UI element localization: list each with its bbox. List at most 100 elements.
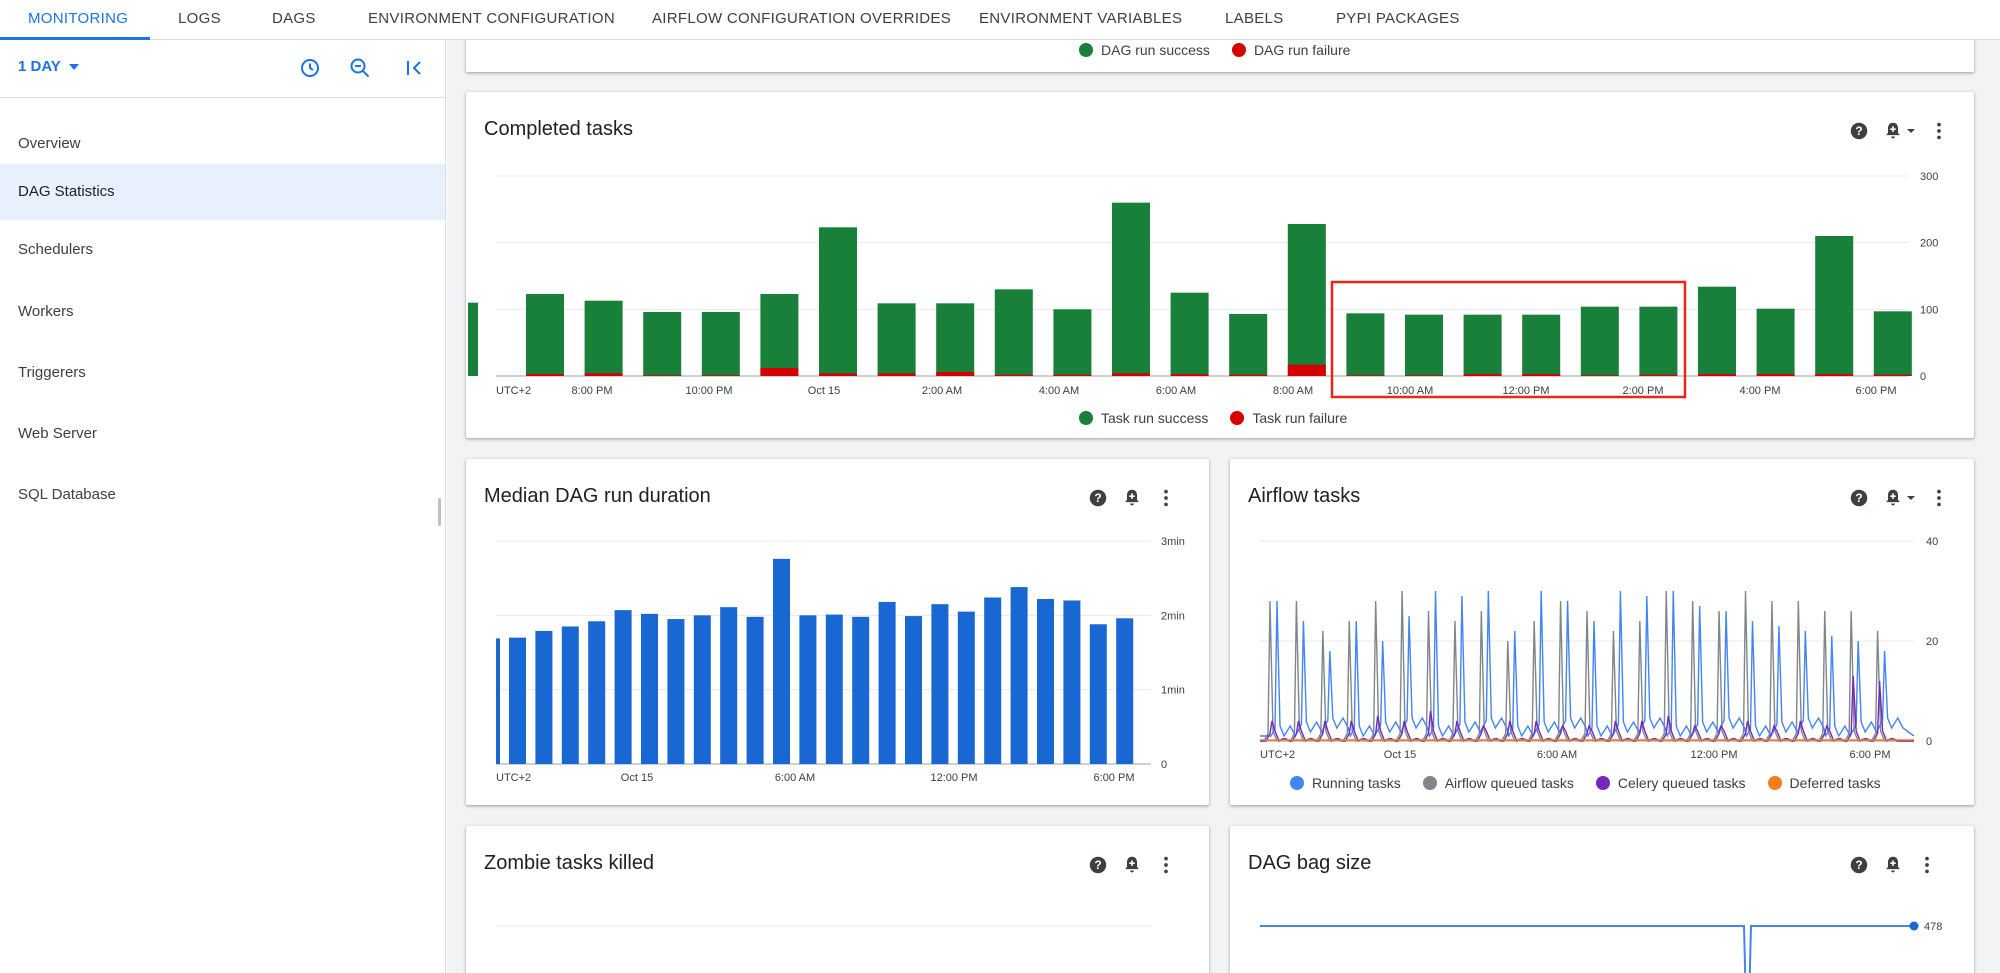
duration-bar — [588, 621, 606, 764]
failure-bar — [1639, 374, 1678, 376]
card-title: Median DAG run duration — [484, 485, 711, 507]
x-tick-label: 6:00 PM — [1094, 772, 1135, 784]
help-icon[interactable]: ? — [1848, 854, 1870, 876]
legend-dot — [1595, 776, 1610, 790]
x-tick-label: 8:00 PM — [572, 385, 613, 397]
legend-label: Task run failure — [1252, 410, 1348, 426]
success-bar — [1815, 236, 1854, 376]
x-tick-label: 6:00 PM — [1856, 385, 1897, 397]
add-alert-icon[interactable] — [1882, 487, 1904, 509]
median-dag-run-duration-card: Median DAG run duration ? 0 1min 2min 3min U… — [466, 459, 1209, 805]
sidebar-item-workers[interactable]: Workers — [18, 303, 74, 320]
success-bar — [1580, 306, 1619, 376]
sidebar-item-triggerers[interactable]: Triggerers — [18, 364, 86, 381]
failure-bar — [1815, 374, 1854, 376]
airflow-tasks-card: Airflow tasks ? 0 20 40 UTC+2 Oct 15 6:00 AM 1… — [1230, 459, 1974, 805]
tab-logs[interactable]: LOGS — [178, 10, 221, 27]
resize-handle[interactable] — [438, 498, 441, 526]
legend-item[interactable]: Celery queued tasks — [1595, 775, 1746, 791]
duration-bar — [1089, 624, 1107, 764]
sidebar-item-schedulers[interactable]: Schedulers — [18, 241, 94, 258]
legend-item[interactable]: Task run failure — [1230, 410, 1347, 426]
failure-bar — [1346, 375, 1385, 376]
tab-environment-configuration[interactable]: ENVIRONMENT CONFIGURATION — [368, 10, 615, 27]
more-vert-icon[interactable] — [1155, 854, 1177, 876]
success-bar — [1346, 313, 1385, 376]
sidebar-item-sql-database[interactable]: SQL Database — [18, 486, 116, 503]
more-vert-icon[interactable] — [1928, 487, 1950, 509]
failure-bar — [1522, 374, 1561, 376]
time-range-dropdown[interactable]: 1 DAY — [18, 58, 79, 75]
success-bar — [1229, 314, 1268, 376]
success-bar — [526, 294, 564, 376]
help-icon[interactable]: ? — [1848, 120, 1870, 142]
duration-bar — [1063, 600, 1081, 764]
more-vert-icon[interactable] — [1916, 854, 1938, 876]
help-icon[interactable]: ? — [1087, 487, 1109, 509]
card-actions: ? — [1848, 854, 1938, 876]
legend-item[interactable]: Deferred tasks — [1767, 775, 1881, 791]
failure-bar — [1112, 373, 1150, 376]
collapse-panel-icon[interactable] — [402, 56, 426, 80]
add-alert-icon[interactable] — [1882, 120, 1904, 142]
clock-icon[interactable] — [298, 56, 322, 80]
timezone-label: UTC+2 — [496, 385, 531, 397]
success-bar — [1053, 309, 1092, 376]
completed-tasks-legend: Task run success Task run failure — [1079, 410, 1347, 426]
help-icon[interactable]: ? — [1087, 854, 1109, 876]
zoom-out-icon[interactable] — [348, 56, 372, 80]
duration-bar — [614, 610, 632, 764]
legend-item[interactable]: DAG run success — [1079, 42, 1210, 58]
card-actions: ? — [1848, 487, 1950, 509]
legend-item[interactable]: Running tasks — [1290, 775, 1401, 791]
failure-bar — [701, 375, 740, 376]
success-bar — [1639, 306, 1678, 376]
sidebar-item-web-server[interactable]: Web Server — [18, 425, 97, 442]
tab-pypi-packages[interactable]: PYPI PACKAGES — [1336, 10, 1460, 27]
tab-environment-variables[interactable]: ENVIRONMENT VARIABLES — [979, 10, 1183, 27]
timezone-label: UTC+2 — [496, 772, 531, 784]
last-value-label: 478 — [1924, 921, 1942, 933]
legend-item[interactable]: DAG run failure — [1231, 42, 1350, 58]
add-alert-icon[interactable] — [1121, 487, 1143, 509]
duration-bar — [509, 637, 526, 764]
airflow-tasks-chart: 0 20 40 UTC+2 Oct 15 6:00 AM 12:00 PM 6:00 PM — [1260, 536, 1938, 761]
more-vert-icon[interactable] — [1928, 120, 1950, 142]
sidebar-item-dag-statistics[interactable]: DAG Statistics — [0, 164, 445, 220]
top-tab-bar: MONITORING LOGS DAGS ENVIRONMENT CONFIGU… — [0, 0, 2000, 40]
tab-monitoring[interactable]: MONITORING — [28, 10, 129, 27]
failure-bar — [1053, 374, 1092, 376]
caret-down-icon[interactable] — [1906, 493, 1916, 503]
x-tick-label: 4:00 AM — [1039, 385, 1079, 397]
add-alert-icon[interactable] — [1121, 854, 1143, 876]
failure-bar — [1287, 364, 1326, 376]
tab-labels[interactable]: LABELS — [1225, 10, 1284, 27]
failure-bar — [760, 368, 799, 376]
success-bar — [1698, 286, 1736, 376]
dag-bag-size-card: DAG bag size ? 478 — [1230, 826, 1974, 973]
sidebar-item-overview[interactable]: Overview — [18, 135, 81, 152]
legend-item[interactable]: Airflow queued tasks — [1422, 775, 1574, 791]
tab-dags[interactable]: DAGS — [272, 10, 316, 27]
legend-item[interactable]: Task run success — [1079, 410, 1208, 426]
y-tick-label: 40 — [1926, 536, 1938, 548]
more-vert-icon[interactable] — [1155, 487, 1177, 509]
legend-dot — [1231, 43, 1246, 57]
main-content: DAG run success DAG run failure Complete… — [447, 40, 2000, 973]
success-bar — [760, 294, 799, 376]
duration-bar — [535, 630, 553, 764]
legend-label: Celery queued tasks — [1617, 775, 1746, 791]
help-icon[interactable]: ? — [1848, 487, 1870, 509]
svg-text:?: ? — [1094, 491, 1101, 505]
median-dag-chart: 0 1min 2min 3min UTC+2 Oct 15 6:00 AM 12:00 PM 6… — [496, 536, 1185, 784]
caret-down-icon[interactable] — [1906, 126, 1916, 136]
tab-airflow-configuration-overrides[interactable]: AIRFLOW CONFIGURATION OVERRIDES — [652, 10, 952, 27]
legend-dot — [1230, 411, 1245, 425]
legend-label: Airflow queued tasks — [1444, 775, 1574, 791]
card-title: Completed tasks — [484, 118, 633, 140]
svg-text:?: ? — [1855, 491, 1862, 505]
failure-bar — [1756, 374, 1795, 376]
y-tick-label: 0 — [1161, 759, 1167, 771]
add-alert-icon[interactable] — [1882, 854, 1904, 876]
duration-bar — [641, 613, 658, 764]
